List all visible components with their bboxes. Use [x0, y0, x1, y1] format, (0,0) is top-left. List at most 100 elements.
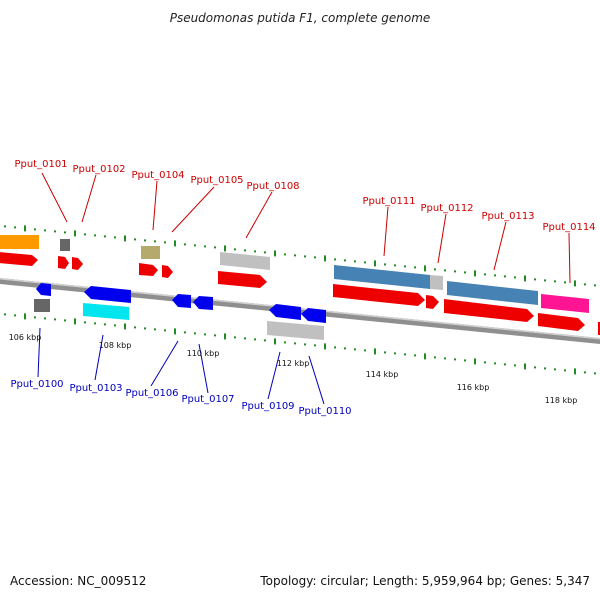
minor-tick: [554, 280, 556, 283]
forward-gene: [333, 284, 425, 306]
forward-gene: [538, 313, 585, 331]
major-tick: [274, 250, 276, 257]
minor-tick: [464, 359, 466, 362]
top-leader-lines: [41, 172, 571, 284]
reverse-gene: [301, 308, 326, 323]
minor-tick: [504, 363, 506, 366]
feature-gray-small-lower: [34, 299, 50, 312]
minor-tick: [454, 358, 456, 361]
major-tick: [374, 260, 376, 267]
minor-tick: [34, 316, 36, 319]
minor-tick: [504, 275, 506, 278]
minor-tick: [4, 313, 6, 316]
bottom-gene-labels: Pput_0100 Pput_0103 Pput_0106 Pput_0107 …: [10, 379, 351, 417]
minor-tick: [44, 229, 46, 232]
major-tick: [124, 235, 126, 242]
feature-orange: [0, 235, 39, 249]
minor-tick: [484, 273, 486, 276]
major-tick: [174, 240, 176, 247]
minor-tick: [164, 241, 166, 244]
gene-label-top: Pput_0114: [542, 222, 595, 233]
bottom-leader-lines: [37, 327, 325, 405]
minor-tick: [584, 283, 586, 286]
reverse-gene: [269, 304, 301, 320]
minor-tick: [354, 348, 356, 351]
minor-tick: [84, 233, 86, 236]
top-gene-labels: Pput_0101 Pput_0102 Pput_0104 Pput_0105 …: [14, 159, 595, 233]
major-tick: [24, 225, 26, 232]
feature-olive: [141, 246, 160, 259]
minor-tick: [14, 314, 16, 317]
gene-label-top: Pput_0104: [131, 170, 184, 181]
minor-tick: [54, 230, 56, 233]
major-tick: [424, 265, 426, 272]
minor-tick: [464, 271, 466, 274]
forward-gene: [139, 263, 158, 276]
feature-cyan: [83, 303, 129, 320]
minor-tick: [144, 239, 146, 242]
gene-label-top: Pput_0105: [190, 175, 243, 186]
minor-tick: [184, 243, 186, 246]
gene-label-bottom: Pput_0100: [10, 379, 63, 390]
minor-tick: [434, 356, 436, 359]
minor-tick: [94, 322, 96, 325]
gene-label-top: Pput_0112: [420, 203, 473, 214]
bottom-tick-track: [4, 313, 596, 375]
minor-tick: [394, 264, 396, 267]
major-tick: [74, 318, 76, 325]
forward-gene: [444, 299, 534, 322]
minor-tick: [44, 317, 46, 320]
minor-tick: [234, 336, 236, 339]
minor-tick: [494, 274, 496, 277]
gene-label-top: Pput_0113: [481, 211, 534, 222]
minor-tick: [194, 332, 196, 335]
axis-tick-labels: 106 kbp 108 kbp 110 kbp 112 kbp 114 kbp …: [9, 333, 578, 405]
minor-tick: [244, 249, 246, 252]
axis-tick-label: 110 kbp: [187, 349, 220, 358]
minor-tick: [484, 361, 486, 364]
minor-tick: [34, 228, 36, 231]
minor-tick: [104, 235, 106, 238]
feature-lightgray: [430, 275, 443, 290]
gene-label-top: Pput_0102: [72, 164, 125, 175]
minor-tick: [304, 255, 306, 258]
gene-label-bottom: Pput_0106: [125, 388, 178, 399]
minor-tick: [64, 319, 66, 322]
gene-label-top: Pput_0108: [246, 181, 299, 192]
reverse-gene: [172, 294, 191, 308]
minor-tick: [254, 250, 256, 253]
reverse-gene: [193, 296, 213, 310]
minor-tick: [344, 347, 346, 350]
major-tick: [424, 353, 426, 360]
minor-tick: [264, 251, 266, 254]
forward-gene: [218, 271, 267, 288]
minor-tick: [494, 362, 496, 365]
major-tick: [574, 280, 576, 287]
top-tick-track: [4, 225, 596, 287]
minor-tick: [594, 372, 596, 375]
feature-gray-small: [60, 239, 70, 251]
major-tick: [174, 328, 176, 335]
minor-tick: [294, 254, 296, 257]
minor-tick: [314, 256, 316, 259]
minor-tick: [344, 259, 346, 262]
forward-gene: [162, 265, 173, 278]
axis-tick-label: 118 kbp: [545, 396, 578, 405]
minor-tick: [384, 263, 386, 266]
minor-tick: [304, 343, 306, 346]
feature-steelblue-2: [447, 281, 538, 305]
feature-gray-long: [220, 252, 270, 270]
major-tick: [474, 270, 476, 277]
minor-tick: [404, 353, 406, 356]
feature-track-upper: [0, 235, 589, 313]
minor-tick: [214, 334, 216, 337]
major-tick: [74, 230, 76, 237]
major-tick: [324, 255, 326, 262]
accession-text: Accession: NC_009512: [10, 574, 146, 588]
minor-tick: [564, 281, 566, 284]
major-tick: [524, 275, 526, 282]
genome-summary-text: Topology: circular; Length: 5,959,964 bp…: [259, 574, 590, 588]
axis-tick-label: 106 kbp: [9, 333, 42, 342]
forward-gene: [426, 295, 439, 309]
